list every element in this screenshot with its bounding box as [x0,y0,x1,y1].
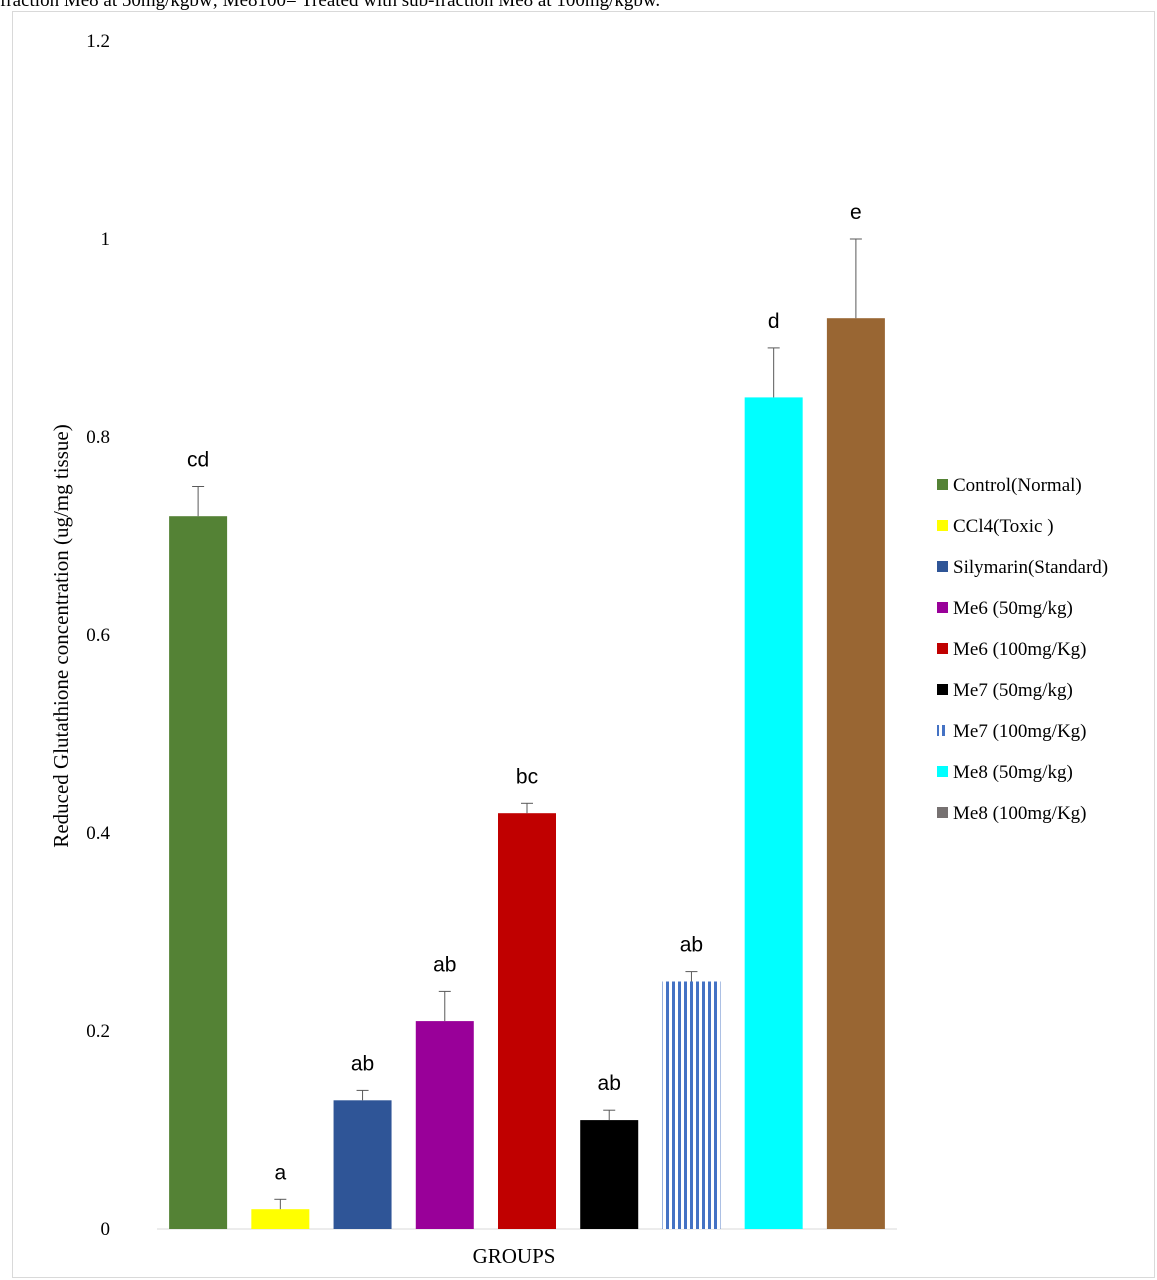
legend-label: Me7 (100mg/Kg) [953,721,1087,742]
y-tick-label: 0.4 [86,823,110,844]
significance-label: bc [516,765,538,788]
legend-label: Me6 (50mg/kg) [953,598,1073,619]
legend-label: Me8 (100mg/Kg) [953,803,1087,824]
significance-label: ab [598,1072,621,1095]
bar [744,397,803,1229]
y-tick-label: 1 [101,229,111,250]
legend-label: Silymarin(Standard) [953,557,1108,578]
significance-label: ab [351,1052,374,1075]
significance-label: ab [433,953,456,976]
y-tick-label: 0.2 [86,1021,110,1042]
significance-label: cd [187,449,209,472]
significance-label: a [274,1161,286,1184]
bar [415,1021,474,1229]
bar [826,318,885,1229]
legend-swatch [937,520,948,531]
y-tick-label: 0 [101,1219,111,1240]
y-tick-label: 0.6 [86,625,110,646]
legend-label: CCl4(Toxic ) [953,516,1054,537]
bar [662,981,721,1229]
legend-swatch [937,807,948,818]
bar [169,516,228,1229]
legend-swatch [937,479,948,490]
legend-label: Me6 (100mg/Kg) [953,639,1087,660]
legend-swatch [937,602,948,613]
significance-label: e [850,201,862,224]
bars: cd a ab ab bc ab ab d e [169,201,885,1229]
bar [580,1120,639,1229]
significance-label: ab [680,934,703,957]
y-tick-label: 1.2 [86,31,110,52]
legend-label: Me7 (50mg/kg) [953,680,1073,701]
significance-label: d [768,310,780,333]
legend: Control(Normal) CCl4(Toxic ) Silymarin(Sta… [937,475,1108,824]
legend-label: Me8 (50mg/kg) [953,762,1073,783]
bar [498,813,556,1229]
bar [251,1209,310,1229]
y-axis-title: Reduced Glutathione concentration (ug/mg… [49,424,73,847]
legend-swatch [937,561,948,572]
legend-swatch [937,725,948,736]
legend-swatch [937,684,948,695]
x-axis-title: GROUPS [473,1244,556,1268]
legend-swatch [937,766,948,777]
legend-label: Control(Normal) [953,475,1082,496]
y-tick-label: 0.8 [86,427,110,448]
figure-caption: fraction Me8 at 50mg/kgbw; Me8100= Treat… [0,0,661,11]
bar [333,1100,392,1229]
legend-swatch [937,643,948,654]
